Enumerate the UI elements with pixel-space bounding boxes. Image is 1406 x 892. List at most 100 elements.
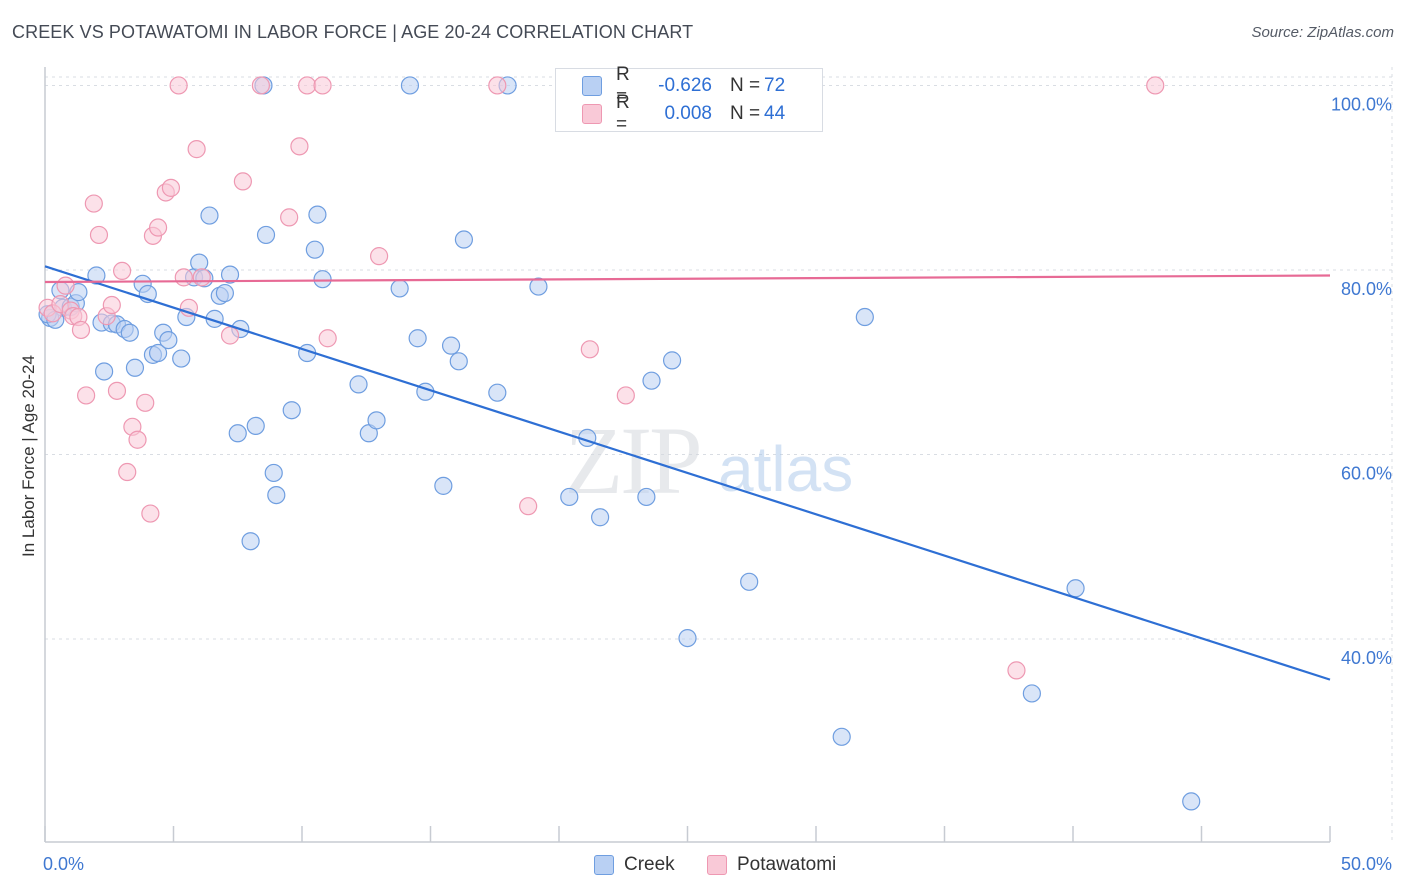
potawatomi-point [251, 76, 270, 95]
correlation-legend: R = -0.626 N = 72 R = 0.008 N = 44 [555, 64, 823, 135]
watermark: ZIP atlas [565, 407, 854, 514]
potawatomi-point [580, 340, 599, 359]
potawatomi-points [38, 76, 1165, 680]
creek-point [1022, 684, 1041, 703]
potawatomi-point [148, 218, 168, 237]
y-tick-label: 60.0% [1341, 464, 1392, 484]
creek-point [488, 383, 507, 402]
potawatomi-point [187, 140, 206, 159]
creek-point [678, 629, 697, 648]
creek-point [256, 225, 276, 245]
potawatomi-point [84, 194, 103, 213]
creek-point [349, 375, 368, 394]
creek-point [591, 508, 610, 527]
potawatomi-r-value: 0.008 [664, 103, 712, 124]
creek-point [95, 362, 114, 381]
legend-row-creek: R = -0.626 N = 72 [582, 64, 786, 107]
potawatomi-point [161, 178, 181, 197]
creek-point [400, 76, 420, 95]
creek-point [449, 352, 468, 371]
potawatomi-point [102, 295, 121, 315]
potawatomi-point [616, 386, 635, 405]
creek-point [740, 572, 759, 591]
potawatomi-point [169, 76, 188, 95]
watermark-zip: ZIP [565, 407, 700, 514]
potawatomi-point [233, 172, 252, 191]
y-tick-label: 40.0% [1341, 648, 1392, 668]
trend-lines [44, 265, 1331, 681]
potawatomi-point [56, 276, 75, 295]
x-tick-label-max: 50.0% [1341, 854, 1392, 874]
potawatomi-point [71, 320, 91, 340]
bottom-legend-potawatomi: Potawatomi [707, 852, 836, 878]
r-label: R = [616, 64, 630, 107]
potawatomi-trend-line [44, 274, 1331, 284]
creek-trend-line [44, 265, 1331, 681]
watermark-atlas: atlas [718, 433, 853, 505]
potawatomi-point [370, 247, 389, 266]
potawatomi-point [89, 225, 109, 245]
bottom-legend-creek: Creek [594, 852, 675, 878]
creek-point [87, 266, 106, 285]
potawatomi-legend-label: Potawatomi [737, 854, 837, 875]
potawatomi-point [128, 430, 147, 449]
potawatomi-point [1146, 76, 1165, 95]
creek-point [1066, 579, 1085, 598]
creek-legend-label: Creek [624, 854, 675, 875]
creek-point [246, 416, 265, 435]
creek-point [305, 240, 324, 259]
n-label: N = [730, 75, 761, 96]
creek-point [215, 283, 234, 303]
potawatomi-point [1007, 661, 1026, 680]
creek-point [441, 336, 461, 355]
creek-point [282, 401, 301, 420]
creek-point [454, 230, 474, 249]
creek-point [367, 411, 386, 430]
potawatomi-point [77, 386, 96, 405]
axis-labels: 40.0% 60.0% 80.0% 100.0% 0.0% 50.0% In Labor F… [19, 94, 1392, 874]
creek-point [120, 323, 139, 342]
creek-point [264, 463, 283, 483]
creek-point [172, 349, 191, 368]
potawatomi-point [112, 261, 132, 280]
creek-point [308, 205, 327, 224]
potawatomi-point [280, 208, 299, 227]
creek-point [267, 485, 286, 505]
potawatomi-point [107, 381, 127, 400]
x-tick-label-min: 0.0% [43, 854, 84, 874]
legend-row-potawatomi: R = 0.008 N = 44 [582, 92, 785, 135]
n-label: N = [730, 103, 761, 124]
potawatomi-point [118, 462, 137, 482]
r-label: R = [616, 92, 630, 135]
potawatomi-point [313, 76, 332, 95]
chart-title: CREEK VS POTAWATOMI IN LABOR FORCE | AGE… [12, 22, 694, 42]
axes [44, 67, 1331, 843]
creek-point [434, 476, 453, 495]
creek-point [560, 487, 579, 507]
creek-point [220, 265, 240, 284]
potawatomi-point [298, 76, 317, 95]
creek-point [529, 277, 548, 296]
potawatomi-point [220, 326, 240, 345]
creek-point [159, 330, 178, 350]
creek-legend-swatch [594, 855, 614, 875]
y-tick-label: 100.0% [1331, 94, 1392, 114]
potawatomi-point [174, 268, 193, 287]
y-axis-title: In Labor Force | Age 20-24 [19, 355, 38, 557]
creek-point [390, 279, 409, 298]
creek-swatch [582, 76, 602, 96]
potawatomi-point [290, 137, 309, 156]
creek-point [855, 307, 874, 327]
creek-point [637, 487, 656, 507]
potawatomi-point [519, 497, 538, 516]
creek-point [408, 329, 427, 348]
creek-n-value: 72 [764, 75, 786, 96]
potawatomi-point [488, 76, 507, 95]
potawatomi-point [192, 268, 211, 287]
creek-point [125, 358, 145, 377]
potawatomi-point [318, 329, 337, 348]
creek-point [313, 270, 332, 289]
potawatomi-legend-swatch [707, 855, 727, 875]
creek-point [148, 343, 168, 363]
